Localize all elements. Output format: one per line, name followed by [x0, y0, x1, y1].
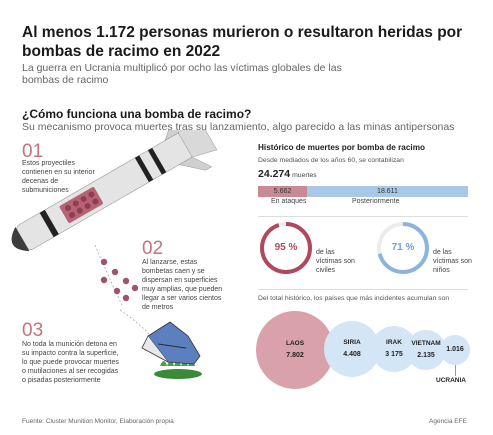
bubble-laos-value: 7.802	[286, 352, 304, 359]
step-1-text: Estos proyectiles contienen en su interi…	[22, 160, 95, 194]
total-unit: muertes	[292, 172, 317, 179]
bubble-ucrania-value: 1.016	[446, 346, 464, 353]
history-total: 24.274 muertes	[258, 168, 317, 180]
step-3-text: No toda la munición detona en su impacto…	[22, 341, 119, 384]
cluster-bomb-illustration	[11, 130, 218, 379]
divider	[258, 289, 468, 290]
history-title: Histórico de muertes por bomba de racimo	[258, 143, 425, 152]
bubble-laos: LAOS 7.802	[256, 311, 334, 389]
ring-civiles-label: de las víctimas son civiles	[316, 249, 355, 274]
bar-attacks-value: 5.662	[273, 188, 292, 195]
section-subheading: Su mecanismo provoca muertes tras su lan…	[22, 121, 455, 133]
bubble-vietnam: VIETNAM 2.135	[406, 330, 446, 370]
bubble-siria: SIRIA 4.408	[324, 321, 380, 377]
bubble-siria-name: SIRIA	[343, 339, 361, 346]
bubble-vietnam-name: VIETNAM	[411, 340, 441, 347]
bubble-laos-name: LAOS	[285, 340, 305, 347]
ring-ninos	[377, 222, 429, 274]
bar-after-value: 18.611	[377, 188, 398, 195]
ring-civiles	[260, 222, 312, 274]
bar-after: 18.611	[307, 186, 468, 197]
page-subtitle: La guerra en Ucrania multiplicó por ocho…	[22, 62, 342, 86]
ucrania-pointer	[455, 365, 456, 376]
bubble-irak-value: 3 175	[385, 351, 403, 358]
bar-after-label: Posteriormente	[352, 198, 400, 205]
ring-ninos-value: 71 %	[391, 242, 415, 253]
missile-icon	[11, 130, 218, 252]
bubble-ucrania-name: UCRANIA	[436, 377, 466, 384]
step-3-number: 03	[22, 320, 44, 341]
ring-ninos-label: de las víctimas son niños	[433, 249, 472, 274]
history-subtitle: Desde mediados de los años 60, se contab…	[258, 157, 404, 164]
footer-agency: Agencia EFE	[429, 418, 467, 425]
ring-civiles-value: 95 %	[274, 242, 298, 253]
foot-icon	[141, 321, 202, 379]
bubble-ucrania: 1.016	[440, 335, 470, 365]
bubble-siria-value: 4.408	[343, 351, 361, 358]
footer-source: Fuente: Cluster Munition Monitor, Elabor…	[22, 418, 174, 425]
bubble-irak-name: IRAK	[386, 339, 402, 346]
bomblets-icon	[100, 258, 139, 302]
step-2-number: 02	[142, 238, 164, 259]
bar-attacks: 5.662	[258, 186, 307, 197]
page-title: Al menos 1.172 personas murieron o resul…	[22, 24, 463, 60]
total-value: 24.274	[258, 168, 291, 180]
step-1-number: 01	[22, 141, 44, 162]
bubble-vietnam-value: 2.135	[417, 352, 435, 359]
divider	[258, 216, 468, 217]
countries-intro: Del total histórico, los países que más …	[258, 295, 450, 302]
section-heading: ¿Cómo funciona una bomba de racimo?	[22, 107, 252, 121]
step-2-text: Al lanzarse, estas bombetas caen y se di…	[142, 259, 223, 311]
bar-attacks-label: En ataques	[271, 198, 307, 205]
